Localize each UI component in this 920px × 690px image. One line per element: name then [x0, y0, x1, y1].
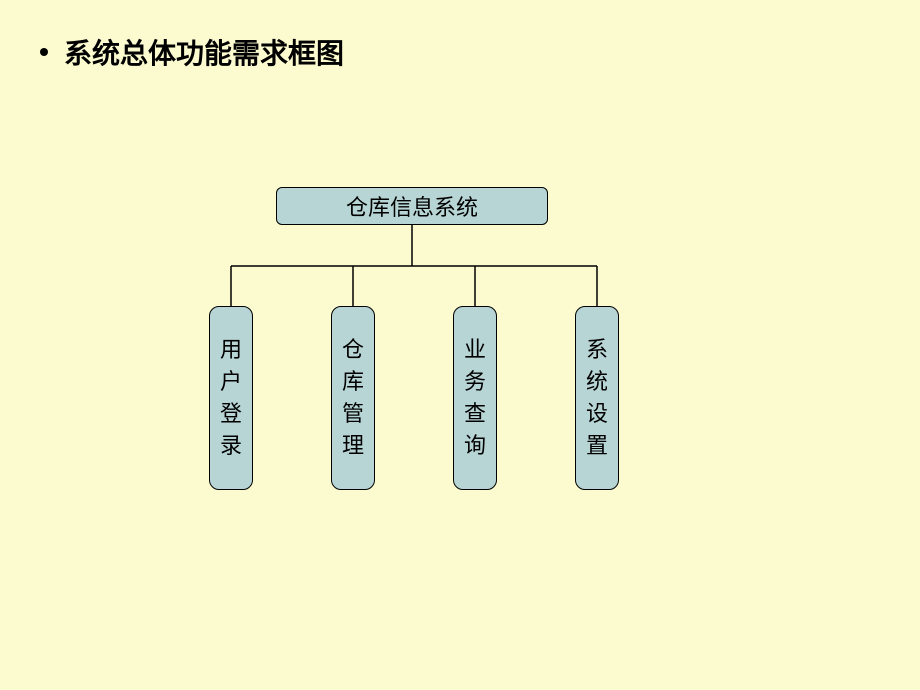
child-node-char: 户: [220, 366, 242, 398]
child-node-0: 用户登录: [209, 306, 253, 490]
child-node-char: 统: [586, 366, 608, 398]
child-node-char: 查: [464, 398, 486, 430]
child-node-char: 理: [342, 430, 364, 462]
root-node: 仓库信息系统: [276, 187, 548, 225]
child-node-char: 库: [342, 366, 364, 398]
child-node-1: 仓库管理: [331, 306, 375, 490]
child-node-char: 设: [586, 398, 608, 430]
child-node-char: 务: [464, 366, 486, 398]
child-node-char: 管: [342, 398, 364, 430]
child-node-char: 置: [586, 430, 608, 462]
child-node-char: 用: [220, 334, 242, 366]
child-node-char: 录: [220, 430, 242, 462]
child-node-char: 登: [220, 398, 242, 430]
child-node-char: 系: [586, 334, 608, 366]
root-node-label: 仓库信息系统: [346, 190, 478, 222]
child-node-3: 系统设置: [575, 306, 619, 490]
child-node-char: 询: [464, 430, 486, 462]
child-node-char: 业: [464, 334, 486, 366]
child-node-2: 业务查询: [453, 306, 497, 490]
child-node-char: 仓: [342, 334, 364, 366]
hierarchy-diagram: 仓库信息系统 用户登录 仓库管理 业务查询 系统设置: [0, 0, 920, 690]
